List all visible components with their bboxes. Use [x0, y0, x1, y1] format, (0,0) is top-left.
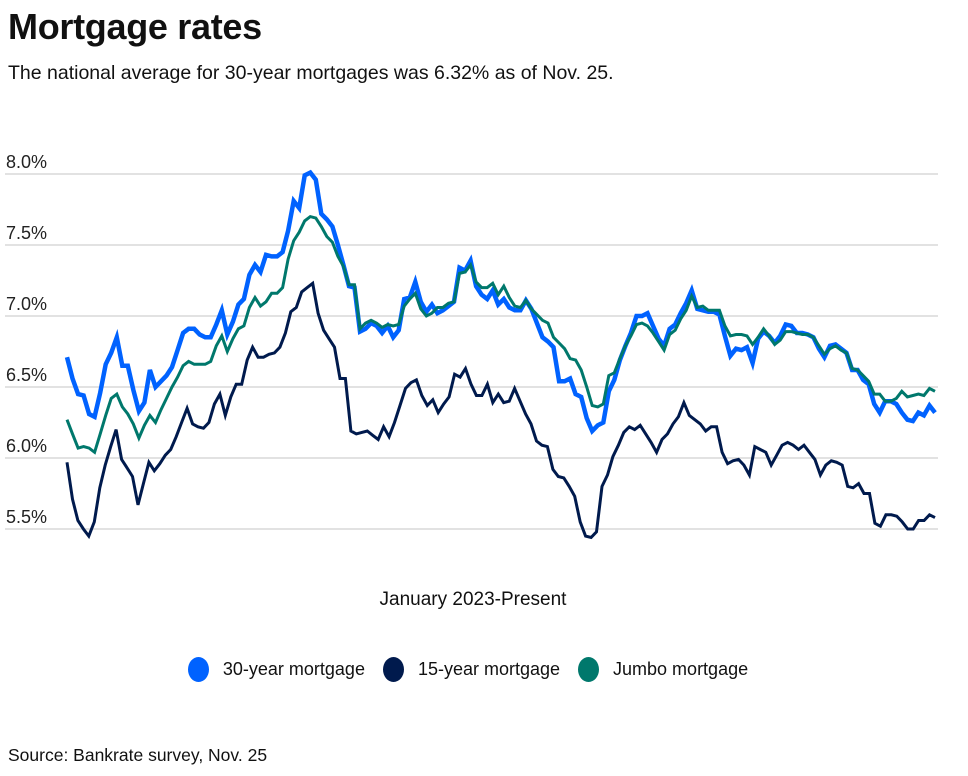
source-note: Source: Bankrate survey, Nov. 25 — [8, 745, 268, 765]
y-tick-label: 7.5% — [6, 223, 47, 243]
legend-item-jumbo[interactable]: Jumbo mortgage — [578, 657, 748, 682]
series-lines — [64, 169, 937, 540]
chart-subtitle: The national average for 30-year mortgag… — [8, 62, 614, 84]
series-line-jumbo-mortgage — [65, 214, 936, 455]
legend-item-30-year[interactable]: 30-year mortgage — [187, 657, 365, 682]
legend-swatch-jumbo — [578, 657, 600, 682]
legend-label-jumbo: Jumbo mortgage — [613, 659, 749, 679]
legend: 30-year mortgage 15-year mortgage Jumbo … — [0, 657, 936, 682]
x-axis-label: January 2023-Present — [379, 589, 567, 610]
y-tick-label: 5.5% — [6, 507, 47, 527]
legend-label-30-year: 30-year mortgage — [222, 659, 365, 679]
chart-title: Mortgage rates — [8, 6, 262, 47]
y-tick-label: 6.0% — [6, 436, 47, 456]
legend-item-15-year[interactable]: 15-year mortgage — [382, 657, 561, 682]
legend-swatch-15-year — [382, 657, 404, 682]
y-tick-label: 7.0% — [6, 294, 47, 314]
y-tick-label: 6.5% — [6, 365, 47, 385]
series-line-15-year-mortgage — [65, 280, 936, 540]
legend-label-15-year: 15-year mortgage — [417, 659, 561, 679]
legend-swatch-30-year — [187, 657, 209, 682]
series-line-30-year-mortgage — [64, 169, 937, 435]
y-tick-label: 8.0% — [6, 152, 47, 172]
gridlines — [5, 173, 938, 530]
y-axis-ticks: 5.5% 6.0% 6.5% 7.0% 7.5% 8.0% — [6, 152, 47, 527]
